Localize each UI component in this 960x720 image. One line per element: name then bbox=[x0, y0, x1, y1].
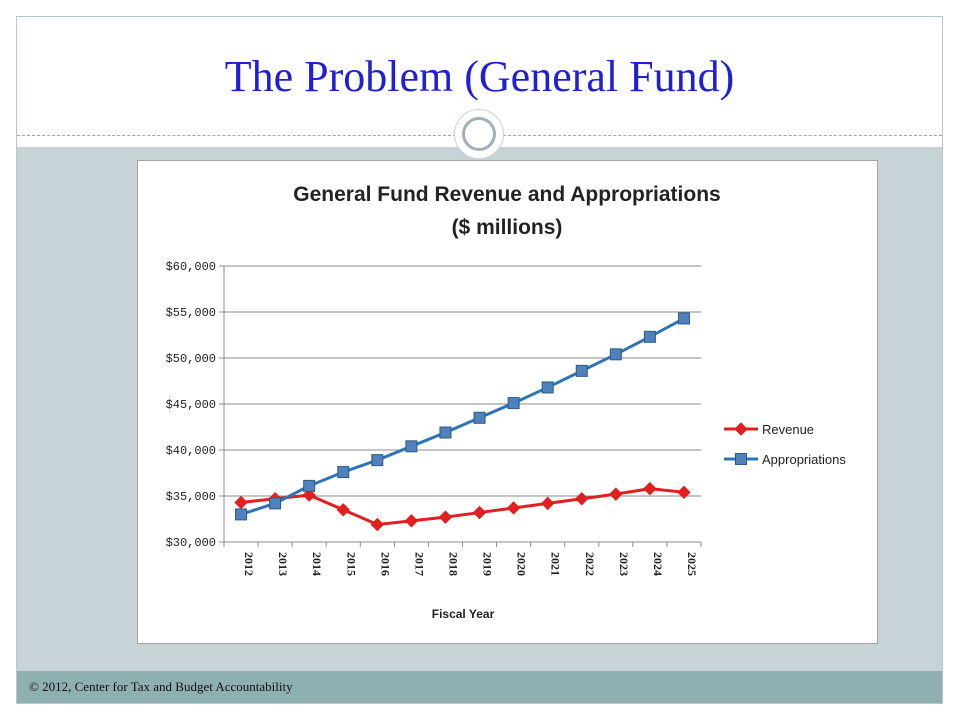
data-point-revenue-2023 bbox=[609, 487, 623, 501]
data-point-appropriations-2021 bbox=[541, 381, 554, 394]
legend-label-revenue: Revenue bbox=[762, 422, 814, 437]
x-tick-label: 2023 bbox=[617, 552, 631, 576]
x-tick-label: 2020 bbox=[515, 552, 529, 576]
circle-ornament-icon bbox=[454, 109, 504, 159]
data-point-appropriations-2016 bbox=[371, 454, 384, 467]
footer-copyright: © 2012, Center for Tax and Budget Accoun… bbox=[29, 679, 293, 694]
y-tick-label: $55,000 bbox=[166, 306, 216, 320]
x-tick-label: 2016 bbox=[378, 552, 392, 576]
data-point-revenue-2014 bbox=[302, 488, 316, 502]
data-point-revenue-2016 bbox=[370, 517, 385, 532]
slide-frame: The Problem (General Fund) General Fund … bbox=[16, 16, 943, 704]
data-point-revenue-2021 bbox=[540, 496, 555, 511]
y-axis: $30,000 $35,000 $40,000 $45,000 $50,000 $55,0… bbox=[166, 260, 225, 550]
data-point-appropriations-2019 bbox=[473, 411, 486, 424]
data-point-revenue-2020 bbox=[506, 501, 521, 515]
chart-title-line-1: General Fund Revenue and Appropriations bbox=[293, 183, 720, 206]
chart-legend: Revenue Appropriations bbox=[724, 422, 846, 467]
legend-label-appropriations: Appropriations bbox=[762, 452, 846, 467]
y-tick-label: $60,000 bbox=[166, 260, 216, 274]
data-point-appropriations-2020 bbox=[507, 397, 520, 410]
chart-container: General Fund Revenue and Appropriations … bbox=[137, 160, 878, 644]
x-tick-label: 2019 bbox=[481, 552, 495, 576]
x-tick-label: 2012 bbox=[242, 552, 256, 576]
y-tick-label: $30,000 bbox=[166, 536, 216, 550]
y-tick-label: $50,000 bbox=[166, 352, 216, 366]
x-axis-label: Fiscal Year bbox=[432, 607, 495, 621]
y-tick-label: $45,000 bbox=[166, 398, 216, 412]
data-point-appropriations-2025 bbox=[677, 312, 690, 325]
data-point-revenue-2017 bbox=[404, 514, 419, 528]
x-axis: 2012 2013 2014 2015 2016 2017 2018 2019 2020 2021… bbox=[223, 541, 702, 576]
x-tick-label: 2024 bbox=[651, 552, 665, 576]
data-point-revenue-2012 bbox=[234, 495, 248, 510]
chart-series bbox=[234, 312, 691, 532]
data-point-appropriations-2017 bbox=[405, 440, 418, 453]
title-area: The Problem (General Fund) bbox=[17, 17, 942, 135]
x-tick-label: 2021 bbox=[549, 552, 563, 576]
data-point-revenue-2015 bbox=[336, 503, 350, 517]
data-point-revenue-2024 bbox=[643, 481, 657, 496]
x-tick-label: 2015 bbox=[344, 552, 358, 576]
legend-marker-revenue bbox=[734, 422, 748, 436]
data-point-appropriations-2024 bbox=[643, 330, 656, 343]
data-point-revenue-2025 bbox=[677, 485, 691, 500]
data-point-revenue-2022 bbox=[575, 492, 589, 506]
data-point-appropriations-2023 bbox=[609, 348, 622, 361]
data-point-appropriations-2014 bbox=[303, 479, 316, 492]
x-tick-label: 2025 bbox=[685, 552, 699, 576]
data-point-appropriations-2018 bbox=[439, 426, 452, 439]
data-point-appropriations-2012 bbox=[235, 508, 248, 521]
data-point-appropriations-2015 bbox=[337, 466, 350, 479]
line-chart: General Fund Revenue and Appropriations … bbox=[166, 183, 847, 621]
x-tick-label: 2018 bbox=[446, 552, 460, 576]
slide-title: The Problem (General Fund) bbox=[224, 51, 735, 101]
chart-gridlines bbox=[224, 265, 701, 543]
y-tick-label: $40,000 bbox=[166, 444, 216, 458]
x-tick-label: 2014 bbox=[310, 552, 324, 576]
legend-marker-appropriations bbox=[735, 453, 747, 465]
data-point-revenue-2019 bbox=[472, 505, 487, 520]
data-point-appropriations-2022 bbox=[575, 364, 588, 377]
chart-title-line-2: ($ millions) bbox=[452, 216, 563, 239]
data-point-revenue-2018 bbox=[438, 510, 453, 524]
x-tick-label: 2017 bbox=[412, 552, 426, 576]
y-tick-label: $35,000 bbox=[166, 490, 216, 504]
x-tick-label: 2022 bbox=[583, 552, 597, 576]
circle-ornament-ring bbox=[462, 117, 496, 151]
footer-band: © 2012, Center for Tax and Budget Accoun… bbox=[17, 671, 942, 703]
data-point-appropriations-2013 bbox=[269, 497, 282, 510]
x-tick-label: 2013 bbox=[276, 552, 290, 576]
